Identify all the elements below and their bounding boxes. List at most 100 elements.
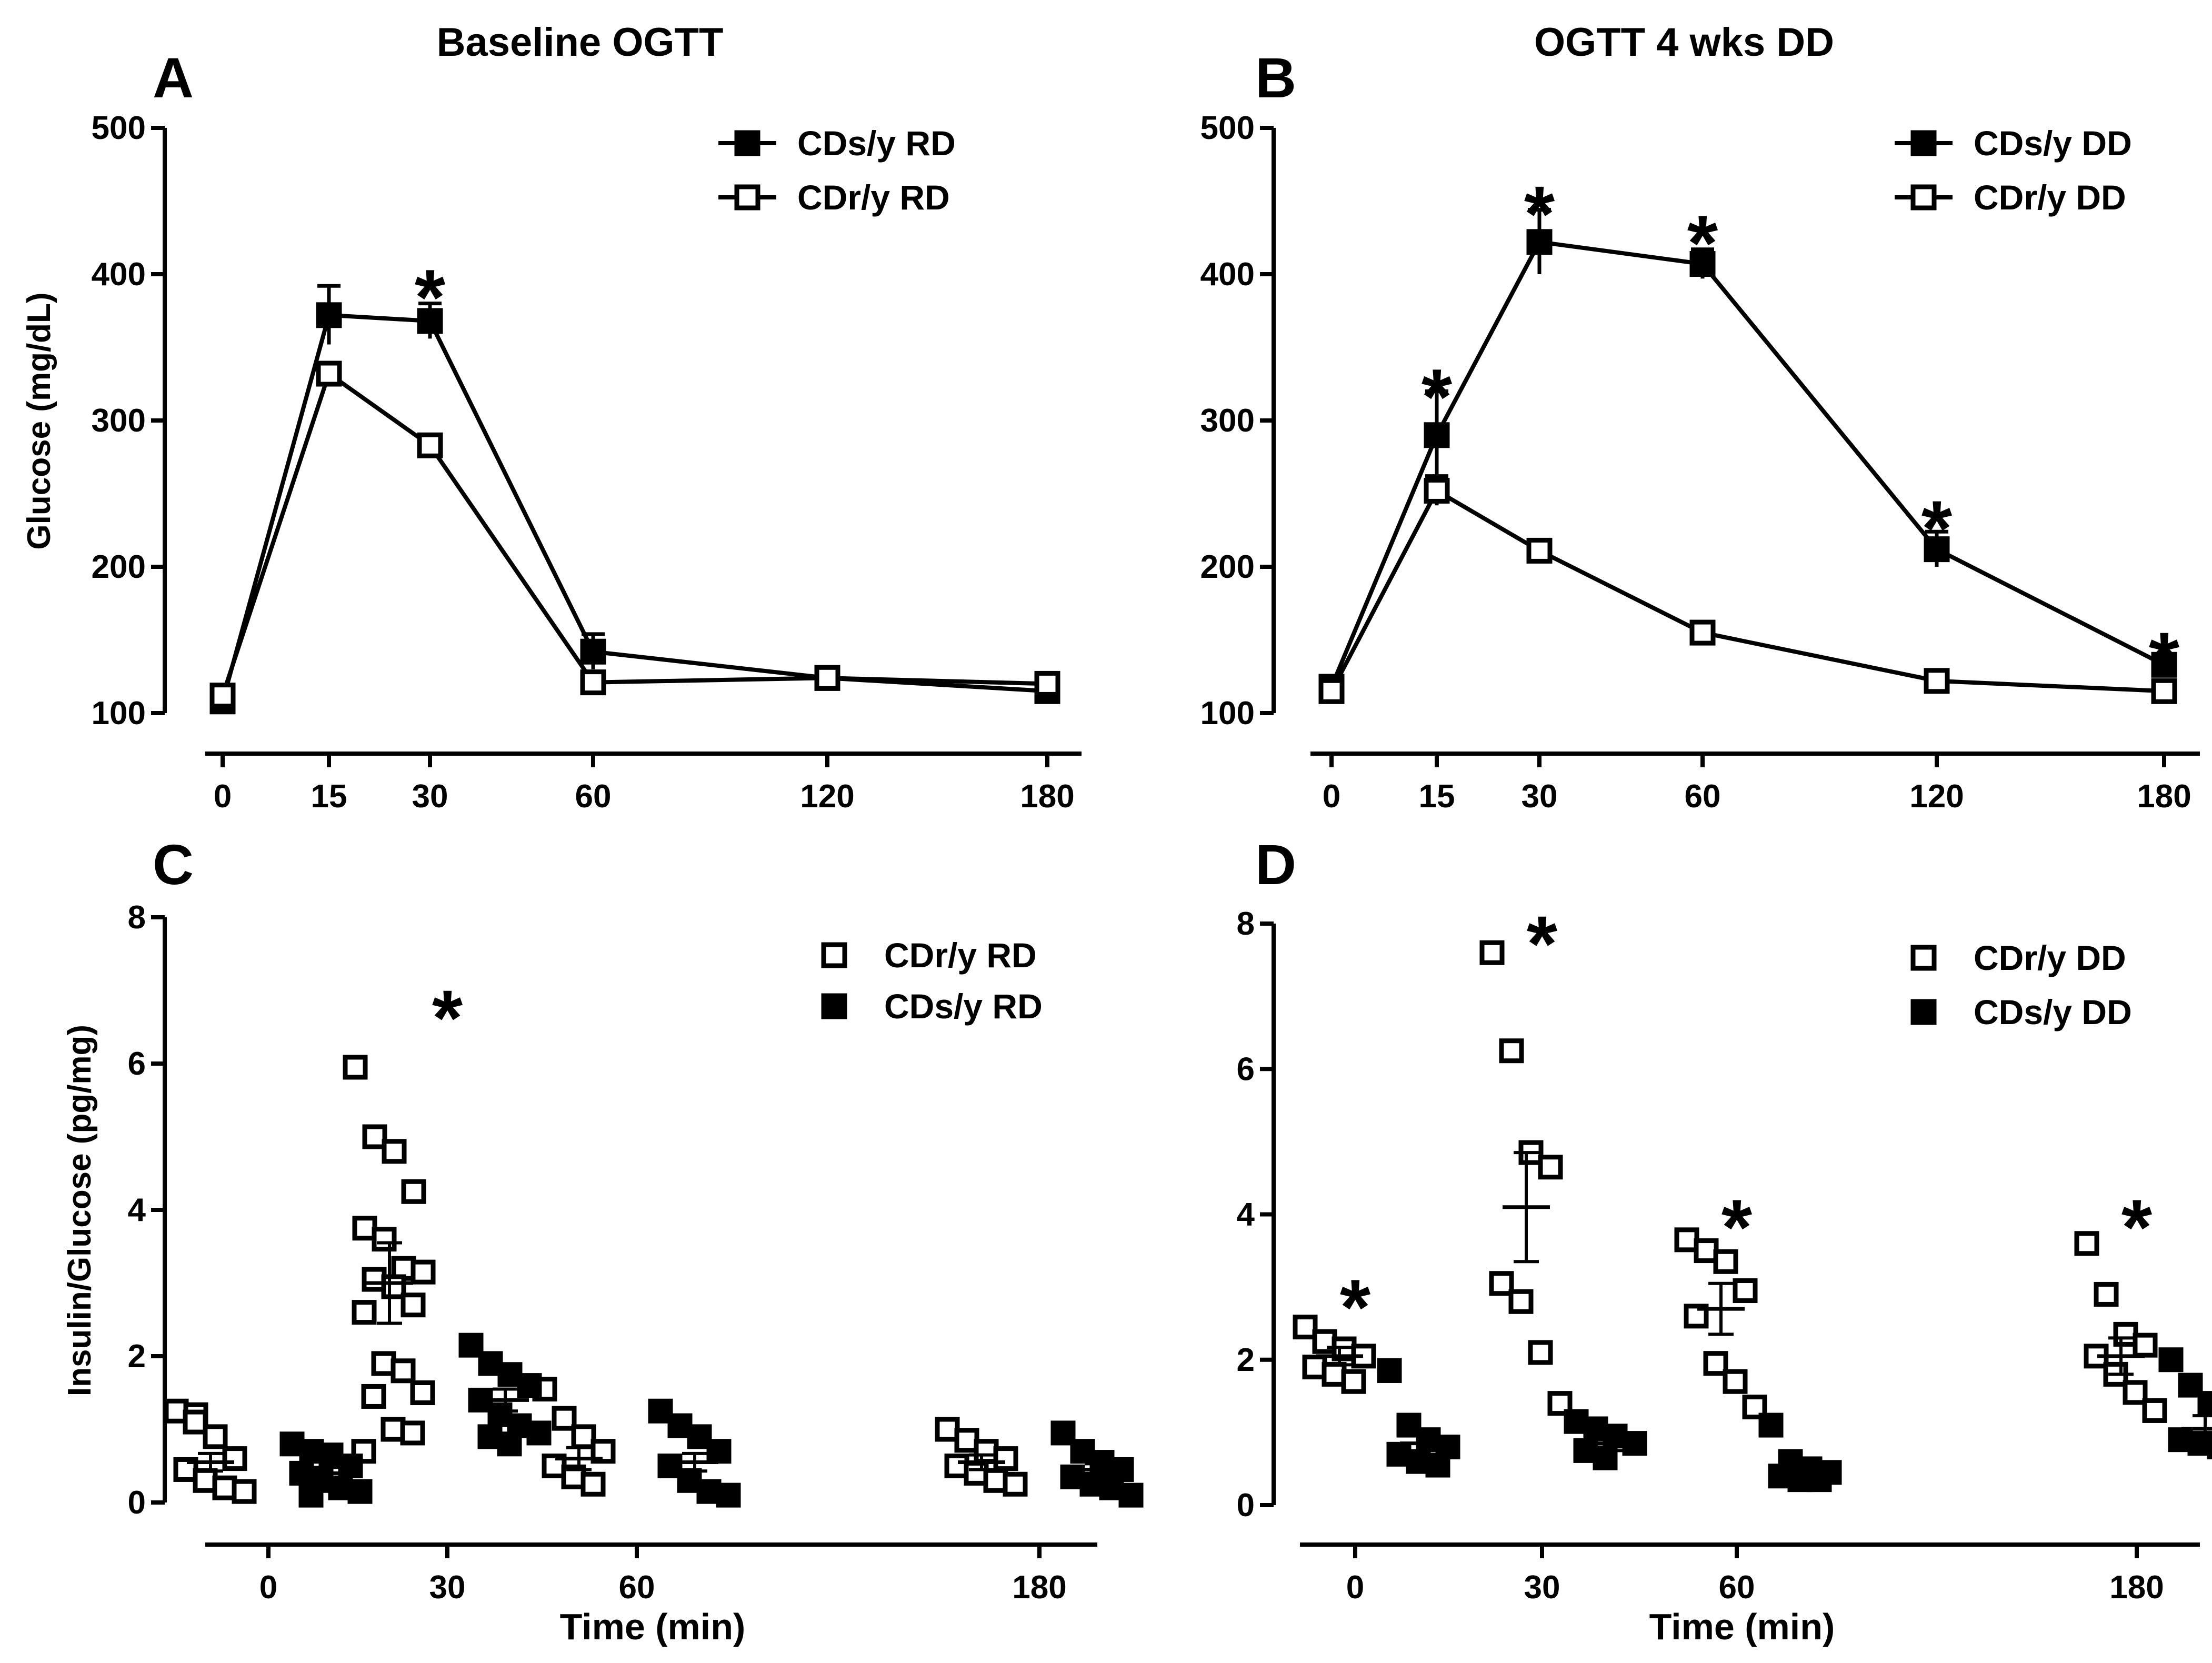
y-tick-label: 400 (1200, 256, 1255, 293)
y-tick-label: 200 (92, 549, 146, 585)
scatter-point-filled (1099, 1475, 1124, 1500)
scatter-point-open (391, 1358, 416, 1384)
scatter-point-open (401, 1293, 426, 1318)
scatter-point-open (382, 1139, 407, 1164)
data-point-open (580, 669, 606, 696)
scatter-point-open (2123, 1380, 2148, 1405)
panel-c-letter: C (153, 833, 194, 896)
series-line (221, 313, 1048, 702)
x-tick-label: 30 (1524, 1569, 1560, 1606)
data-point-open (1034, 670, 1060, 697)
scatter-point-open (1322, 1361, 1347, 1387)
legend-label: CDs/y DD (1974, 124, 2132, 163)
scatter-point-open (580, 1471, 606, 1497)
significance-star: * (1527, 899, 1558, 988)
significance-star: * (1721, 1183, 1753, 1271)
data-point-open (1924, 668, 1950, 694)
scatter-point-open (1723, 1369, 1748, 1394)
significance-star: * (1422, 353, 1453, 441)
scatter-point-filled (2168, 1427, 2193, 1452)
scatter-point-open (371, 1351, 396, 1376)
x-tick-label: 180 (2137, 778, 2191, 815)
panel-a-y-label: Glucose (mg/dL) (21, 292, 57, 549)
scatter-point-filled (328, 1475, 353, 1500)
scatter-point-open (983, 1468, 1008, 1493)
data-point-filled (1526, 229, 1553, 255)
x-tick-label: 30 (412, 778, 448, 815)
scatter-point-filled (1050, 1420, 1076, 1446)
data-point-filled (1689, 251, 1716, 277)
data-point-open (814, 665, 840, 691)
y-tick-label: 6 (1237, 1051, 1255, 1087)
y-tick-label: 100 (92, 695, 146, 732)
data-point-filled (2151, 652, 2177, 678)
scatter-point-filled (1070, 1439, 1095, 1464)
y-tick-label: 8 (128, 899, 146, 936)
scatter-point-open (1538, 1155, 1563, 1180)
scatter-point-open (411, 1259, 436, 1285)
data-point-filled (316, 302, 342, 328)
data-point-filled (417, 308, 443, 334)
x-tick-label: 15 (311, 778, 347, 815)
significance-star: * (1687, 199, 1718, 287)
panel-b-chart: 100 200 300 400 500 0 15 30 60 120 180 * * * * * CDs/y D… (1200, 110, 2200, 815)
scatter-point-filled (299, 1439, 324, 1464)
scatter-point-open (944, 1454, 969, 1478)
legend-label: CDr/y DD (1974, 938, 2126, 977)
x-tick-label: 180 (2109, 1569, 2164, 1606)
scatter-point-open (935, 1417, 960, 1442)
legend-label: CDs/y RD (797, 124, 956, 163)
legend-open-square-icon (1910, 945, 1937, 971)
series-line (1329, 487, 2165, 694)
scatter-point-filled (298, 1482, 324, 1508)
x-tick-label: 60 (575, 778, 612, 815)
data-point-filled (1424, 422, 1450, 448)
scatter-point-open (1713, 1249, 1738, 1274)
scatter-point-open (2142, 1398, 2167, 1423)
scatter-point-filled (648, 1398, 673, 1424)
scatter-point-filled (517, 1373, 542, 1398)
x-tick-label: 30 (1522, 778, 1558, 815)
scatter-point-filled (677, 1468, 702, 1493)
scatter-point-filled (2207, 1435, 2212, 1459)
scatter-point-open (352, 1216, 377, 1241)
scatter-point-open (232, 1479, 257, 1504)
scatter-point-open (222, 1446, 247, 1471)
panel-a-title: Baseline OGTT (437, 20, 724, 65)
scatter-point-filled (687, 1424, 712, 1449)
scatter-point-open (400, 1420, 425, 1446)
scatter-point-open (203, 1424, 228, 1449)
y-tick-label: 300 (1200, 403, 1255, 439)
y-tick-label: 4 (1237, 1197, 1255, 1233)
scatter-point-open (2113, 1321, 2138, 1347)
data-point-open (1424, 477, 1450, 504)
y-tick-label: 6 (128, 1046, 146, 1082)
data-point-open (1526, 537, 1553, 564)
panel-a-letter: A (153, 46, 194, 109)
scatter-point-filled (458, 1333, 484, 1358)
scatter-point-open (571, 1424, 596, 1449)
x-tick-label: 15 (1419, 778, 1455, 815)
legend-filled-square-icon (1910, 999, 1937, 1025)
scatter-point-open (361, 1384, 386, 1409)
panel-b-title: OGTT 4 wks DD (1534, 20, 1834, 65)
panel-d-chart: Time (min) 0 2 4 6 8 0 30 60 180 * * * * CDr/y DD CDs/… (1237, 899, 2212, 1647)
x-tick-label: 120 (800, 778, 854, 815)
legend-label: CDs/y DD (1974, 993, 2132, 1031)
legend-open-square-icon (734, 184, 760, 211)
scatter-point-filled (279, 1431, 305, 1457)
scatter-point-open (1703, 1351, 1728, 1376)
y-tick-label: 4 (128, 1192, 146, 1228)
y-tick-label: 500 (92, 110, 146, 146)
scatter-point-filled (696, 1479, 722, 1504)
scatter-point-open (993, 1446, 1018, 1471)
panel-c-y-label: Insulin/Glucose (pg/mg) (62, 1025, 98, 1396)
significance-star: * (1340, 1263, 1371, 1351)
panel-c-chart: Insulin/Glucose (pg/mg) Time (min) 0 2 4 6 8… (62, 899, 1144, 1647)
scatter-point-filled (1425, 1452, 1450, 1478)
scatter-point-filled (318, 1442, 344, 1468)
scatter-point-filled (1386, 1441, 1412, 1467)
y-tick-label: 500 (1200, 110, 1255, 146)
data-point-filled (1924, 536, 1950, 563)
